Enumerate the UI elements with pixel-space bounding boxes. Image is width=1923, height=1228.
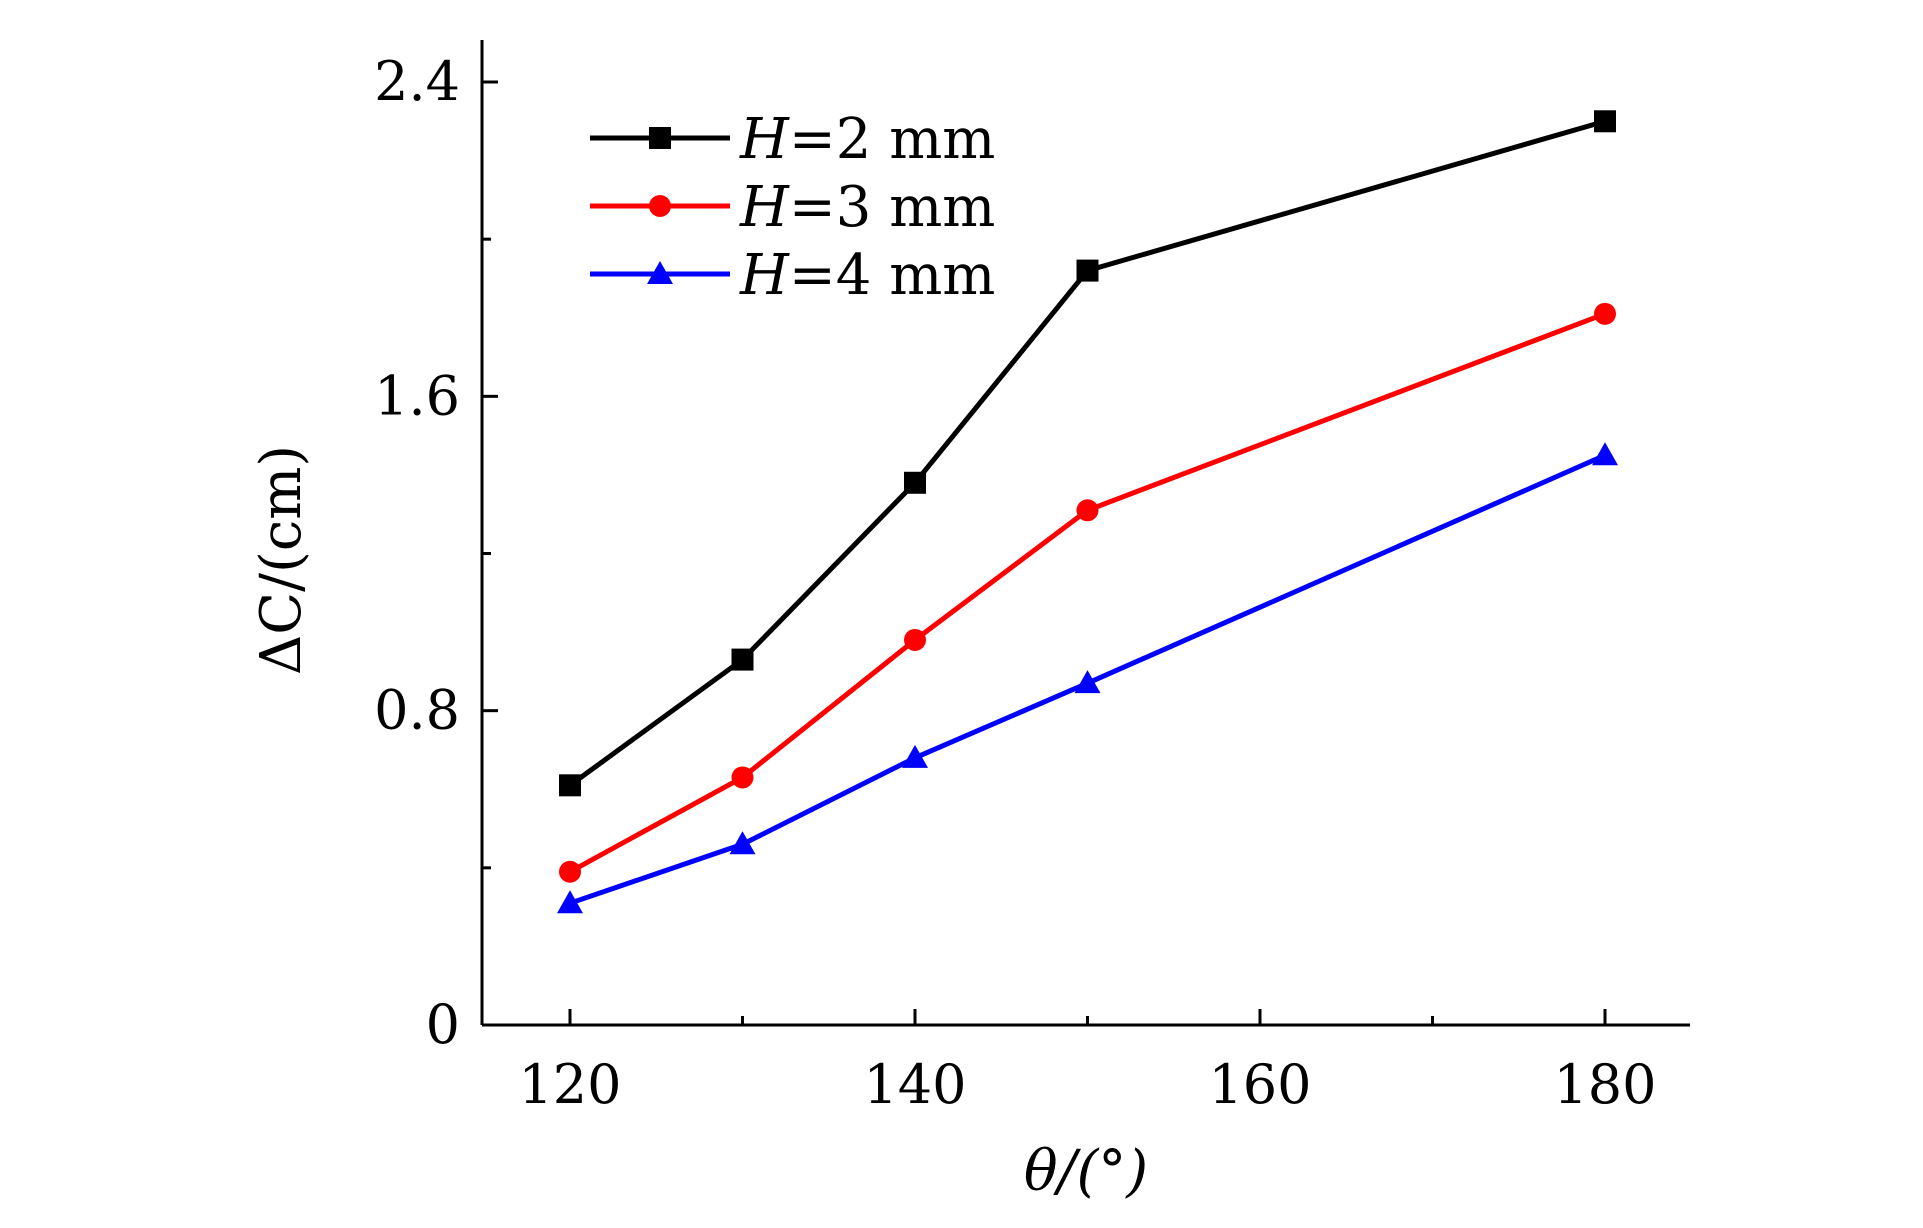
y-axis-title: ΔC/(cm) [249, 445, 314, 675]
x-tick-label: 140 [863, 1053, 966, 1116]
axis-ticks: 120 140 160 180 0 0.8 1.6 2.4 [374, 50, 1656, 1116]
data-point [559, 860, 581, 883]
legend-label-variable: H [739, 175, 790, 240]
x-tick-label: 180 [1553, 1053, 1656, 1116]
data-point [904, 628, 926, 651]
data-point [731, 766, 754, 789]
legend-label-value: =4 mm [789, 243, 996, 308]
data-point [729, 831, 756, 855]
legend-marker [649, 195, 671, 217]
series-2 [559, 302, 1616, 883]
legend-label-variable: H [739, 107, 790, 172]
data-point [1076, 259, 1099, 282]
y-tick-label: 2.4 [374, 50, 460, 113]
data-point [1076, 499, 1099, 522]
data-point [904, 471, 926, 494]
legend-entry-3: H=4 mm [590, 243, 995, 308]
y-tick-label: 0 [426, 993, 460, 1056]
data-point [1592, 442, 1618, 466]
legend-label-value: =3 mm [789, 175, 996, 240]
series-3 [557, 442, 1618, 914]
x-axis-title: θ/(°) [1024, 1139, 1148, 1204]
legend-entry-1: H=2 mm [590, 107, 995, 172]
legend-label: H=3 mm [739, 175, 995, 240]
y-axis-title-text: ΔC/(cm) [249, 445, 314, 675]
x-tick-label: 160 [1208, 1053, 1311, 1116]
data-point [1074, 670, 1101, 694]
x-tick-label: 120 [518, 1053, 621, 1116]
legend: H=2 mmH=3 mmH=4 mm [590, 107, 995, 308]
legend-marker [649, 127, 671, 149]
series-1 [559, 110, 1616, 797]
data-point [731, 648, 754, 671]
x-axis-title-text: θ/(°) [1024, 1139, 1148, 1204]
data-point [1594, 302, 1616, 325]
legend-entry-2: H=3 mm [590, 175, 995, 240]
legend-label: H=4 mm [739, 243, 995, 308]
legend-label-value: =2 mm [789, 107, 996, 172]
data-point [902, 744, 928, 768]
y-tick-label: 1.6 [374, 364, 460, 427]
data-point [557, 890, 583, 914]
series-layer [557, 110, 1618, 914]
data-point [559, 774, 581, 797]
plot-axes [480, 40, 1690, 1027]
legend-label-variable: H [739, 243, 790, 308]
data-point [1594, 110, 1616, 133]
y-tick-label: 0.8 [374, 679, 460, 742]
series-line [568, 311, 1606, 874]
legend-label: H=2 mm [739, 107, 995, 172]
legend-marker [647, 261, 673, 284]
